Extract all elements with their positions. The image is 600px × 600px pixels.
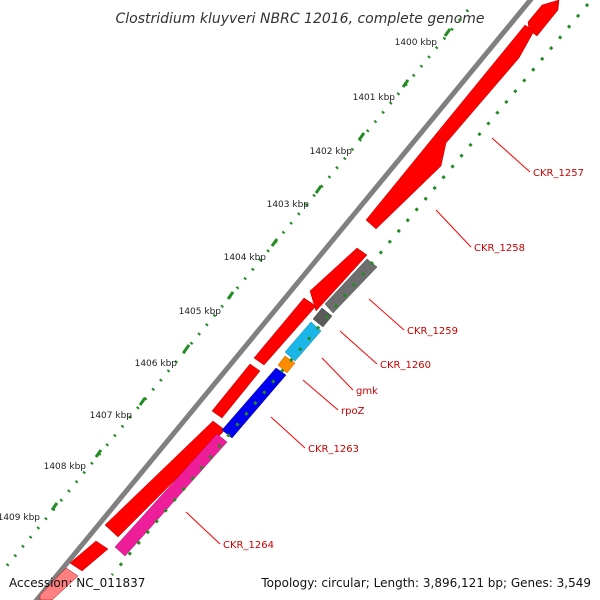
label-line-ckr-1264 bbox=[185, 511, 221, 545]
label-line-ckr-1260 bbox=[339, 330, 378, 365]
scale-label: 1408 kbp bbox=[44, 462, 87, 472]
label-line-ckr-1259 bbox=[368, 298, 405, 331]
gene-gmk bbox=[284, 321, 322, 362]
scale-label: 1401 kbp bbox=[353, 93, 396, 103]
gene-label: CKR_1258 bbox=[474, 243, 525, 254]
label-line-ckr-1258 bbox=[435, 209, 472, 248]
outer-tick-1401 bbox=[401, 79, 410, 88]
outer-tick-1402 bbox=[357, 132, 366, 141]
forward-gene-arrow bbox=[104, 420, 226, 538]
label-line-gmk bbox=[321, 357, 354, 391]
label-connectors bbox=[185, 137, 531, 545]
label-line-rpoz bbox=[302, 379, 339, 411]
gene-label: CKR_1257 bbox=[533, 168, 584, 179]
scale-label: 1403 kbp bbox=[267, 200, 310, 210]
scale-label: 1404 kbp bbox=[224, 253, 267, 263]
outer-tick-1404 bbox=[270, 238, 279, 247]
gene-label: rpoZ bbox=[341, 406, 365, 417]
forward-gene-arrow bbox=[365, 133, 447, 230]
map-title: Clostridium kluyveri NBRC 12016, complet… bbox=[115, 11, 484, 27]
accession-text: Accession: NC_011837 bbox=[9, 576, 145, 590]
label-line-ckr-1263 bbox=[270, 416, 306, 449]
outer-tick-1403 bbox=[314, 185, 323, 194]
scale-labels: 1400 kbp 1401 kbp 1402 kbp 1403 kbp 1404… bbox=[0, 38, 437, 523]
forward-gene-arrow bbox=[435, 24, 535, 144]
outer-tick-1405 bbox=[226, 291, 235, 300]
outer-scale-dots bbox=[3, 9, 470, 569]
forward-gene-arrow bbox=[69, 540, 109, 572]
reverse-features bbox=[114, 258, 378, 557]
forward-gene-arrow bbox=[211, 363, 261, 419]
outer-tick-1400 bbox=[443, 28, 452, 37]
gene-labels: CKR_1257 CKR_1258 CKR_1259 CKR_1260 gmk … bbox=[223, 168, 584, 551]
scale-label: 1402 kbp bbox=[310, 147, 353, 157]
outer-tick-1407 bbox=[138, 397, 147, 406]
gene-label: CKR_1264 bbox=[223, 540, 274, 551]
forward-gene-arrow bbox=[309, 247, 368, 312]
forward-gene-arrow bbox=[39, 567, 79, 600]
outer-tick-1409 bbox=[50, 502, 59, 511]
genome-summary-text: Topology: circular; Length: 3,896,121 bp… bbox=[260, 576, 591, 590]
outer-scale bbox=[3, 9, 470, 569]
scale-label: 1407 kbp bbox=[90, 411, 133, 421]
gene-label: gmk bbox=[356, 386, 378, 397]
gene-label: CKR_1263 bbox=[308, 444, 359, 455]
outer-tick-1408 bbox=[94, 449, 103, 458]
gene-ckr-1259 bbox=[324, 258, 378, 314]
forward-gene-arrow bbox=[253, 297, 317, 366]
gene-ckr-1260 bbox=[312, 307, 333, 328]
scale-label: 1409 kbp bbox=[0, 513, 40, 523]
scale-label: 1400 kbp bbox=[395, 38, 438, 48]
gene-label: CKR_1259 bbox=[407, 326, 458, 337]
scale-label: 1405 kbp bbox=[179, 307, 222, 317]
gene-label: CKR_1260 bbox=[380, 360, 431, 371]
label-line-ckr-1257 bbox=[491, 137, 531, 173]
genome-backbone bbox=[33, 0, 534, 600]
forward-features bbox=[39, 0, 560, 600]
scale-label: 1406 kbp bbox=[135, 359, 178, 369]
gene-ckr-1264 bbox=[114, 433, 228, 557]
outer-tick-1406 bbox=[182, 344, 191, 353]
